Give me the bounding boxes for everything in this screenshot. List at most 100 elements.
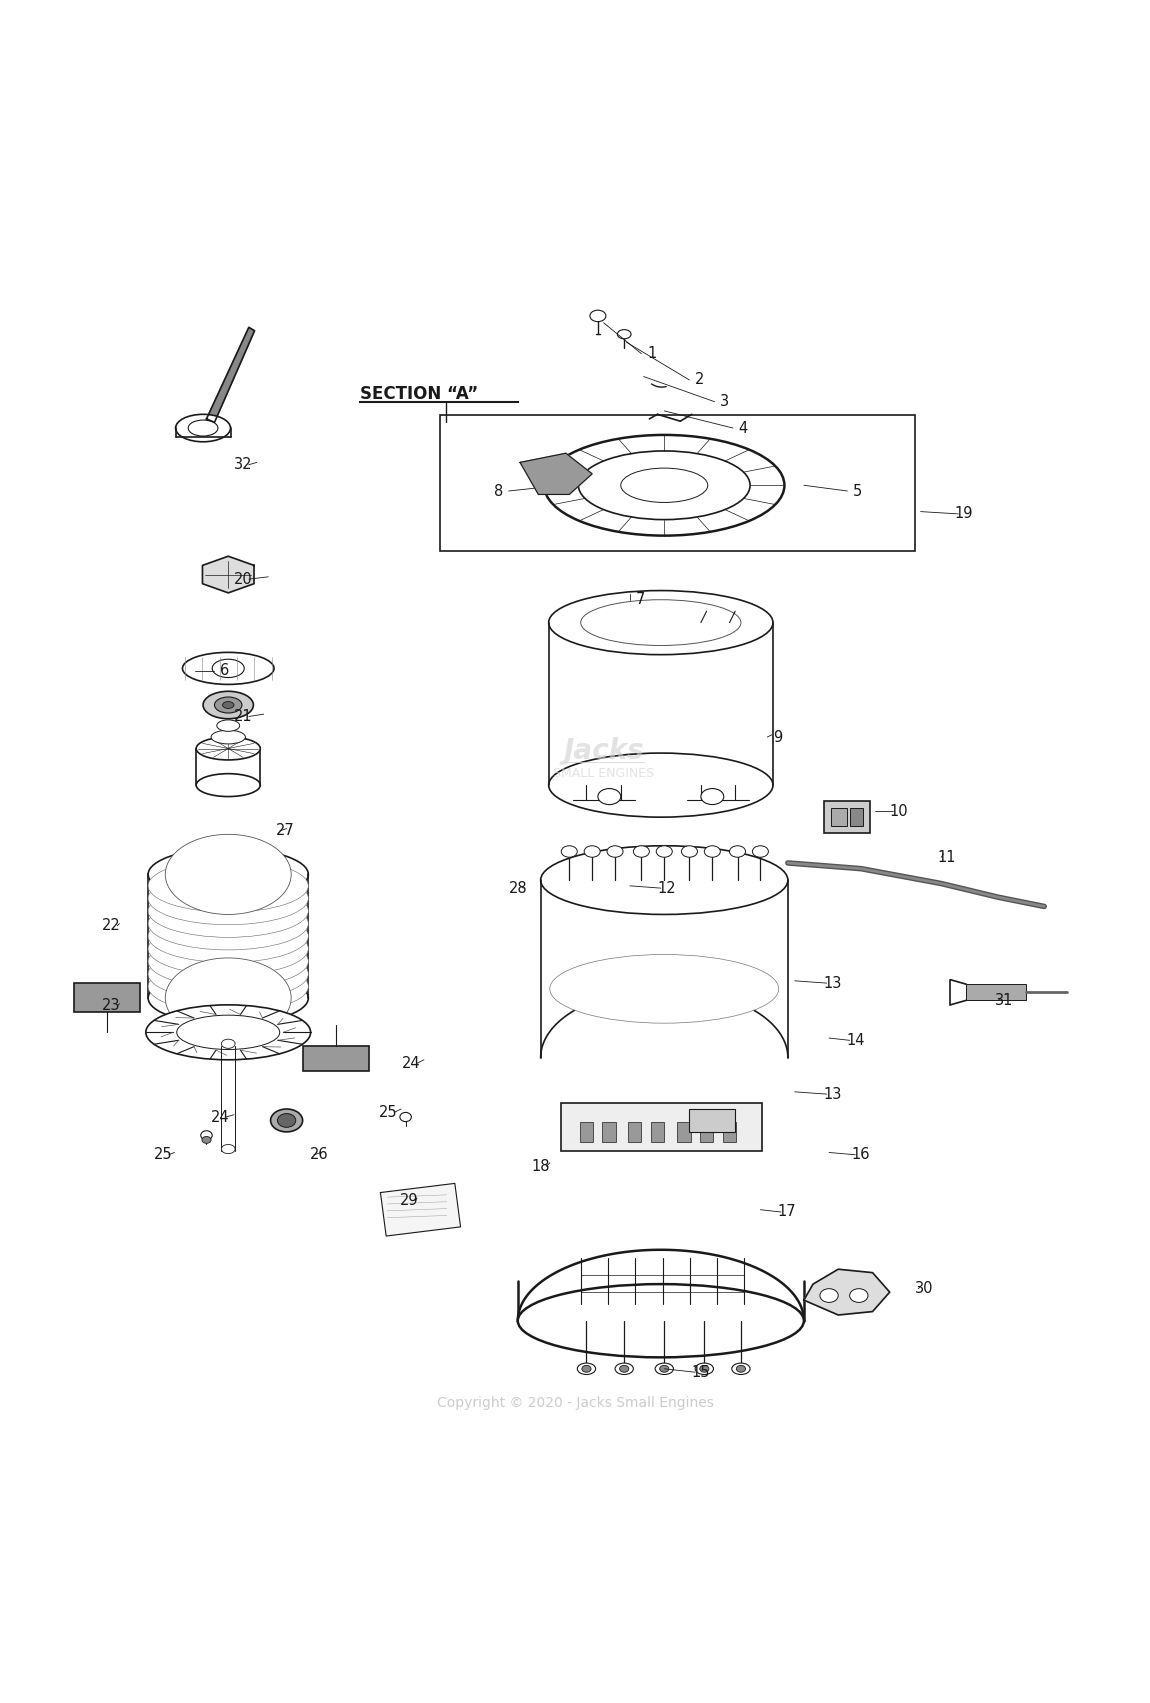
Ellipse shape [550, 954, 779, 1024]
Bar [831, 807, 848, 826]
Ellipse shape [621, 468, 707, 502]
Ellipse shape [148, 923, 308, 976]
Ellipse shape [148, 872, 308, 925]
Text: 18: 18 [531, 1158, 550, 1173]
Ellipse shape [148, 897, 308, 950]
Bar [603, 1122, 616, 1143]
Ellipse shape [148, 860, 308, 913]
Text: 16: 16 [852, 1148, 871, 1161]
Ellipse shape [177, 1015, 279, 1049]
Bar [302, 1046, 369, 1071]
Bar [966, 984, 1026, 1000]
Ellipse shape [573, 962, 756, 1017]
Text: 13: 13 [823, 1087, 842, 1102]
Ellipse shape [850, 1289, 868, 1303]
Ellipse shape [146, 1005, 310, 1059]
Ellipse shape [197, 737, 260, 760]
Ellipse shape [581, 599, 741, 645]
Ellipse shape [618, 330, 631, 339]
Text: 20: 20 [233, 572, 253, 586]
Text: SMALL ENGINES: SMALL ENGINES [553, 766, 654, 780]
Ellipse shape [607, 846, 623, 857]
Ellipse shape [201, 1131, 213, 1139]
Ellipse shape [598, 788, 621, 804]
Ellipse shape [590, 310, 606, 322]
Text: 8: 8 [493, 484, 503, 499]
Text: 13: 13 [823, 976, 842, 991]
Polygon shape [520, 453, 592, 494]
Bar [699, 1122, 713, 1143]
Text: 3: 3 [720, 393, 729, 409]
Ellipse shape [731, 1362, 750, 1374]
Ellipse shape [615, 1362, 634, 1374]
Text: 1: 1 [647, 346, 657, 361]
Bar [677, 1122, 691, 1143]
Text: 5: 5 [853, 484, 862, 499]
Text: 7: 7 [636, 593, 645, 608]
Ellipse shape [222, 702, 233, 708]
Ellipse shape [582, 1366, 591, 1373]
Polygon shape [804, 1269, 890, 1315]
Bar [722, 1122, 736, 1143]
Bar [440, 416, 915, 550]
Ellipse shape [148, 909, 308, 962]
Bar [850, 807, 864, 826]
Text: 22: 22 [102, 918, 121, 933]
Text: 31: 31 [995, 993, 1013, 1008]
Text: 26: 26 [310, 1148, 329, 1161]
Text: 25: 25 [380, 1105, 398, 1121]
Ellipse shape [656, 1362, 674, 1374]
Ellipse shape [213, 659, 244, 678]
Text: 19: 19 [954, 506, 973, 521]
Text: 17: 17 [777, 1204, 796, 1219]
Ellipse shape [221, 1144, 235, 1153]
Ellipse shape [682, 846, 697, 857]
Text: 2: 2 [695, 373, 704, 388]
Ellipse shape [189, 421, 218, 436]
Bar [825, 800, 871, 833]
Text: 23: 23 [102, 998, 121, 1013]
Polygon shape [207, 327, 254, 422]
Ellipse shape [540, 846, 788, 915]
Text: 21: 21 [233, 708, 253, 724]
Text: 29: 29 [400, 1194, 419, 1207]
Bar [651, 1122, 665, 1143]
Bar [690, 1109, 735, 1132]
Ellipse shape [204, 691, 253, 719]
Polygon shape [202, 557, 254, 593]
Text: 24: 24 [212, 1110, 230, 1124]
Bar [628, 1122, 642, 1143]
Polygon shape [381, 1184, 460, 1236]
Text: 28: 28 [508, 880, 527, 896]
Text: SECTION “A”: SECTION “A” [360, 385, 478, 402]
Ellipse shape [699, 1366, 708, 1373]
Ellipse shape [549, 591, 773, 654]
Bar [580, 1122, 593, 1143]
Ellipse shape [634, 846, 650, 857]
Ellipse shape [736, 1366, 745, 1373]
Text: Jacks: Jacks [564, 737, 644, 765]
Ellipse shape [544, 434, 784, 536]
Ellipse shape [549, 753, 773, 817]
Ellipse shape [577, 1362, 596, 1374]
Text: 12: 12 [657, 880, 676, 896]
Bar [74, 983, 140, 1012]
Ellipse shape [620, 1366, 629, 1373]
Ellipse shape [700, 788, 723, 804]
Ellipse shape [518, 1284, 804, 1357]
Ellipse shape [578, 451, 750, 519]
Text: 25: 25 [154, 1148, 172, 1161]
Ellipse shape [217, 720, 239, 731]
Ellipse shape [148, 848, 308, 901]
Ellipse shape [729, 846, 745, 857]
Ellipse shape [148, 960, 308, 1013]
Text: 10: 10 [889, 804, 909, 819]
Ellipse shape [221, 1039, 235, 1049]
Ellipse shape [704, 846, 720, 857]
Ellipse shape [584, 846, 600, 857]
Ellipse shape [561, 846, 577, 857]
Ellipse shape [148, 947, 308, 1000]
Ellipse shape [277, 1114, 296, 1127]
Text: 9: 9 [773, 729, 782, 744]
Text: 27: 27 [276, 823, 294, 838]
